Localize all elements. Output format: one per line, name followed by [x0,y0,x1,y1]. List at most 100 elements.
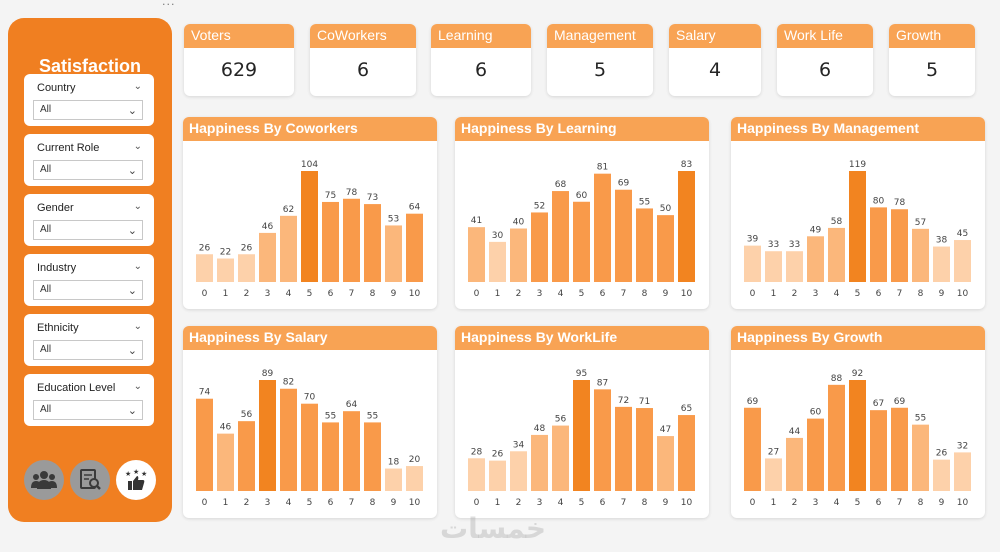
bar-0[interactable] [744,245,761,282]
bar-3[interactable] [259,232,276,282]
chevron-down-icon[interactable]: ⌄ [133,201,142,212]
bar-3[interactable] [531,434,548,491]
chevron-down-icon[interactable]: ⌄ [127,104,137,117]
filter-dropdown[interactable]: All ⌄ [33,220,143,240]
bar-9[interactable] [657,436,674,491]
bar-3[interactable] [807,418,824,491]
bar-4[interactable] [552,191,569,282]
bar-2[interactable] [786,251,803,282]
bar-10[interactable] [954,452,971,491]
bar-9[interactable] [385,468,402,491]
chevron-down-icon[interactable]: ⌄ [133,321,142,332]
bar-0[interactable] [744,407,761,491]
bar-6[interactable] [870,410,887,491]
bar-2[interactable] [238,421,255,491]
bar-8[interactable] [364,422,381,491]
chevron-down-icon[interactable]: ⌄ [127,284,137,297]
bar-3[interactable] [259,380,276,491]
nav-report-button[interactable] [70,460,110,500]
bar-1[interactable] [217,433,234,491]
bar-0[interactable] [196,398,213,491]
kpi-salary: Salary 4 [669,24,761,96]
bar-6[interactable] [322,201,339,282]
bar-5[interactable] [301,403,318,491]
bar-9[interactable] [933,459,950,491]
bar-7[interactable] [891,209,908,282]
chevron-down-icon[interactable]: ⌄ [133,261,142,272]
bar-8[interactable] [364,204,381,282]
bar-3[interactable] [531,212,548,282]
bar-6[interactable] [594,173,611,282]
nav-satisfaction-button[interactable]: ★ ★ ★ [116,460,156,500]
bar-1[interactable] [765,458,782,491]
bar-10[interactable] [406,213,423,282]
bar-7[interactable] [343,411,360,491]
bar-0[interactable] [468,227,485,282]
filter-education-level[interactable]: Education Level ⌄ All ⌄ [24,374,154,426]
bar-9[interactable] [933,246,950,282]
bar-5[interactable] [849,380,866,491]
chevron-down-icon[interactable]: ⌄ [133,381,142,392]
bar-7[interactable] [615,406,632,491]
filter-industry[interactable]: Industry ⌄ All ⌄ [24,254,154,306]
bar-5[interactable] [573,201,590,282]
x-tick-label: 0 [750,289,756,299]
bar-1[interactable] [489,241,506,282]
bar-8[interactable] [912,424,929,491]
bar-8[interactable] [636,408,653,491]
bar-9[interactable] [385,225,402,282]
bar-10[interactable] [954,240,971,282]
bar-6[interactable] [322,422,339,491]
bar-4[interactable] [828,384,845,491]
bar-2[interactable] [510,228,527,282]
filter-dropdown[interactable]: All ⌄ [33,340,143,360]
filter-country[interactable]: Country ⌄ All ⌄ [24,74,154,126]
filter-gender[interactable]: Gender ⌄ All ⌄ [24,194,154,246]
chevron-down-icon[interactable]: ⌄ [127,164,137,177]
bar-10[interactable] [678,171,695,282]
bar-1[interactable] [217,258,234,282]
bar-3[interactable] [807,236,824,282]
bar-4[interactable] [828,227,845,282]
bar-4[interactable] [280,388,297,491]
nav-demographics-button[interactable] [24,460,64,500]
filter-dropdown[interactable]: All ⌄ [33,400,143,420]
chevron-down-icon[interactable]: ⌄ [133,81,142,92]
filter-dropdown[interactable]: All ⌄ [33,160,143,180]
bar-9[interactable] [657,215,674,282]
bar-7[interactable] [615,189,632,282]
chart-title: Happiness By Salary [183,326,437,350]
filter-dropdown[interactable]: All ⌄ [33,280,143,300]
bar-8[interactable] [636,208,653,282]
data-label: 44 [789,427,801,437]
bar-6[interactable] [870,207,887,282]
filter-ethnicity[interactable]: Ethnicity ⌄ All ⌄ [24,314,154,366]
data-label: 67 [873,399,884,409]
x-tick-label: 4 [834,289,840,299]
bar-0[interactable] [468,458,485,491]
bar-10[interactable] [406,466,423,491]
more-options-icon[interactable]: ··· [162,0,176,11]
bar-1[interactable] [489,460,506,491]
bar-5[interactable] [849,171,866,282]
chevron-down-icon[interactable]: ⌄ [127,404,137,417]
bar-4[interactable] [280,215,297,282]
bar-6[interactable] [594,389,611,491]
chevron-down-icon[interactable]: ⌄ [127,224,137,237]
filter-current-role[interactable]: Current Role ⌄ All ⌄ [24,134,154,186]
bar-1[interactable] [765,251,782,282]
bar-0[interactable] [196,254,213,282]
bar-7[interactable] [343,198,360,282]
bar-10[interactable] [678,415,695,491]
bar-5[interactable] [301,171,318,282]
bar-4[interactable] [552,425,569,491]
chevron-down-icon[interactable]: ⌄ [127,344,137,357]
bar-8[interactable] [912,228,929,282]
chevron-down-icon[interactable]: ⌄ [133,141,142,152]
bar-2[interactable] [238,254,255,282]
bar-2[interactable] [510,451,527,491]
bar-2[interactable] [786,437,803,491]
bar-5[interactable] [573,380,590,491]
bar-7[interactable] [891,407,908,491]
filter-dropdown[interactable]: All ⌄ [33,100,143,120]
